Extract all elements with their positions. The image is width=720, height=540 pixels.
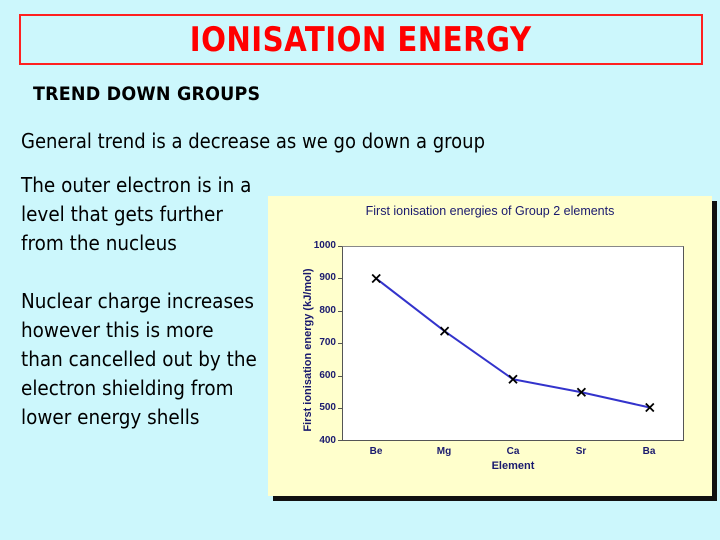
y-tick-label: 600 xyxy=(319,370,336,381)
x-marker-icon xyxy=(439,326,450,336)
lead-text: General trend is a decrease as we go dow… xyxy=(21,129,486,153)
y-tick-label: 500 xyxy=(319,402,336,413)
x-marker-icon xyxy=(508,374,518,384)
subheading: TREND DOWN GROUPS xyxy=(33,83,261,105)
y-tick-mark xyxy=(338,311,342,312)
x-axis-label: Element xyxy=(491,460,535,472)
y-tick-mark xyxy=(338,376,342,377)
paragraph-distance: The outer electron is in a level that ge… xyxy=(21,173,252,255)
explanation-text: The outer electron is in a level that ge… xyxy=(21,171,281,461)
x-tick-label: Mg xyxy=(436,446,452,457)
y-tick-mark xyxy=(338,408,342,409)
y-tick-mark xyxy=(338,440,342,441)
line-series xyxy=(371,273,655,413)
plot-area xyxy=(342,246,684,441)
chart-title: First ionisation energies of Group 2 ele… xyxy=(365,204,615,218)
y-tick-label: 900 xyxy=(319,272,336,283)
x-marker-icon xyxy=(645,402,655,413)
title-box: IONISATION ENERGY xyxy=(19,14,703,65)
y-tick-label: 700 xyxy=(319,337,336,348)
x-marker-icon xyxy=(576,387,587,397)
y-tick-label: 400 xyxy=(319,435,336,446)
x-tick-label: Ba xyxy=(642,446,656,457)
y-tick-label: 1000 xyxy=(313,240,336,251)
slide-title: IONISATION ENERGY xyxy=(190,19,532,60)
y-tick-mark xyxy=(338,343,342,344)
y-tick-mark xyxy=(338,278,342,279)
paragraph-shielding: Nuclear charge increases however this is… xyxy=(21,289,257,429)
y-tick-label: 800 xyxy=(319,305,336,316)
x-tick-label: Ca xyxy=(506,446,520,457)
x-tick-label: Sr xyxy=(575,446,587,457)
chart-panel: First ionisation energies of Group 2 ele… xyxy=(268,196,712,496)
series-line xyxy=(375,277,651,409)
x-tick-label: Be xyxy=(369,446,383,457)
x-marker-icon xyxy=(371,273,381,284)
y-tick-mark xyxy=(338,246,342,247)
